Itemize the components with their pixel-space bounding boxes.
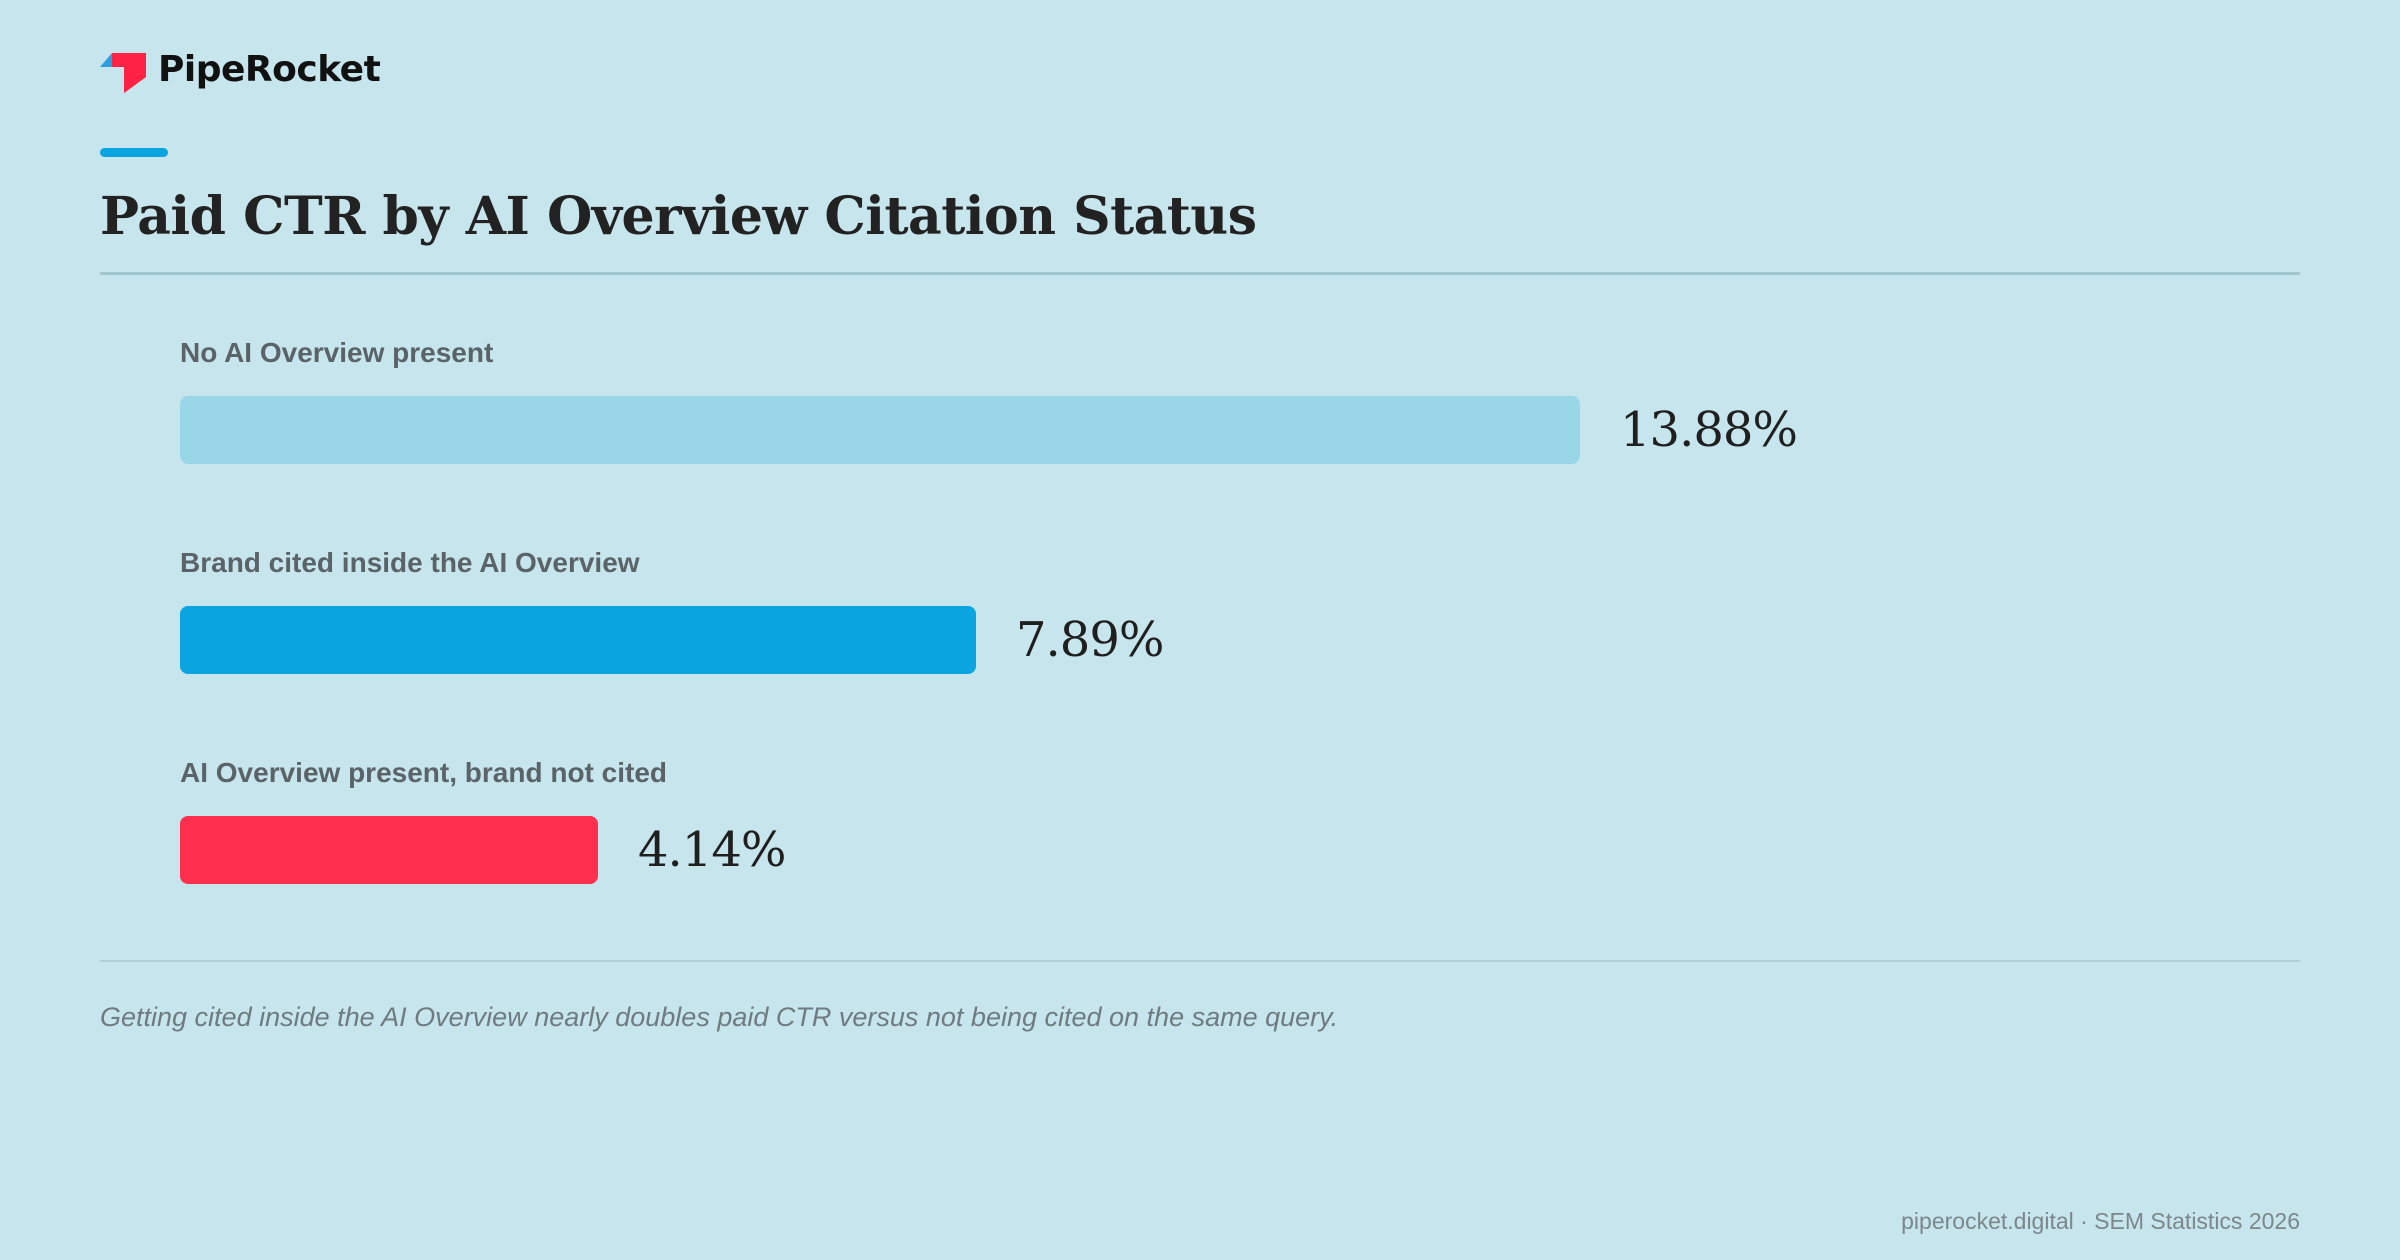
chart-caption: Getting cited inside the AI Overview nea… [100, 1002, 1339, 1032]
page-title: Paid CTR by AI Overview Citation Status [100, 186, 1257, 247]
footer-source: piperocket.digital · SEM Statistics 2026 [1901, 1208, 2300, 1234]
title-accent-bar [100, 148, 168, 157]
bar [180, 606, 976, 674]
value-label: 7.89% [1016, 612, 1164, 668]
bar-chart: No AI Overview present 13.88% Brand cited … [180, 336, 2280, 916]
caption-divider [100, 960, 2300, 962]
brand-name: PipeRocket [158, 49, 381, 90]
title-divider [100, 272, 2300, 275]
piperocket-logo-icon [100, 53, 146, 93]
brand-logo: PipeRocket [100, 47, 381, 93]
bar [180, 396, 1580, 464]
category-label: AI Overview present, brand not cited [180, 757, 668, 788]
value-label: 13.88% [1620, 402, 1798, 458]
category-label: No AI Overview present [180, 337, 494, 368]
bar [180, 816, 598, 884]
value-label: 4.14% [638, 822, 786, 878]
category-label: Brand cited inside the AI Overview [180, 547, 640, 578]
